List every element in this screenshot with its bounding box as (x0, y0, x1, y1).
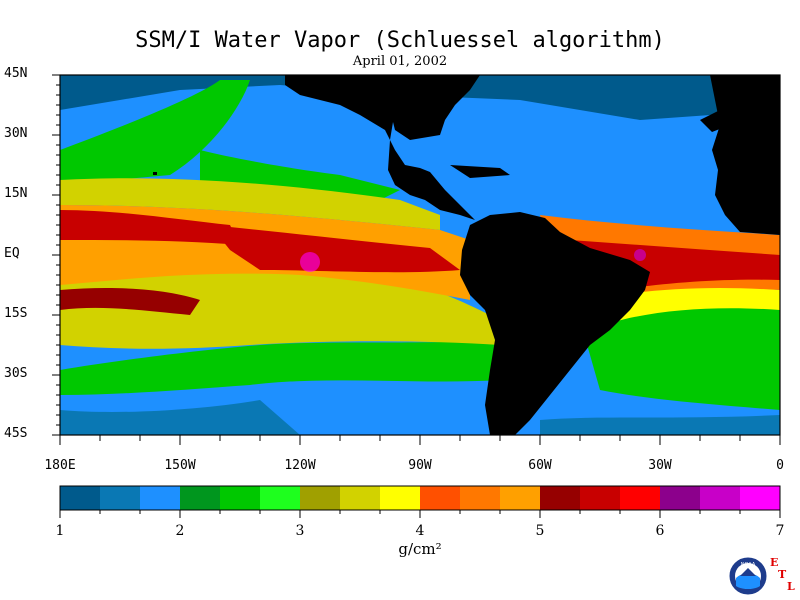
colorbar-tick-label: 6 (655, 523, 665, 539)
colorbar-segment (340, 486, 381, 510)
etl-letter-t: T (778, 568, 787, 581)
colorbar-segment (460, 486, 501, 510)
noaa-logo: NOAA (728, 556, 768, 596)
etl-letter-e: E (770, 556, 779, 569)
lon-label: 60W (528, 458, 552, 473)
water-vapor-field (60, 75, 780, 435)
colorbar-tick-label: 7 (775, 523, 785, 539)
colorbar-segment (700, 486, 741, 510)
north-green-band (60, 80, 250, 185)
colorbar-segment (260, 486, 301, 510)
lon-label: 150W (164, 458, 196, 473)
lat-label: 15N (4, 186, 28, 201)
map-date: April 01, 2002 (352, 54, 448, 69)
colorbar-segment (500, 486, 541, 510)
colorbar-tick-label: 3 (295, 523, 305, 539)
lat-label: 45S (4, 426, 28, 441)
lon-label: 180E (44, 458, 76, 473)
lat-label: 45N (4, 66, 28, 81)
units-label: g/cm² (398, 540, 442, 558)
south-green-band (60, 340, 500, 395)
colorbar (59, 485, 781, 511)
south-america-land (460, 212, 650, 435)
etl-letter-l: L (787, 580, 795, 593)
itcz-red-core (60, 210, 240, 245)
colorbar-segment (620, 486, 661, 510)
colorbar-segment (60, 486, 101, 510)
colorbar-segment (540, 486, 581, 510)
lat-label: 15S (4, 306, 28, 321)
north-yellow-band (60, 178, 440, 230)
colorbar-segment (300, 486, 341, 510)
colorbar-segment (140, 486, 181, 510)
lat-label: EQ (4, 246, 20, 261)
colorbar-segment (420, 486, 461, 510)
svg-text:NOAA: NOAA (741, 562, 756, 568)
colorbar-tick-label: 5 (535, 523, 545, 539)
lon-label: 90W (408, 458, 432, 473)
lat-label: 30N (4, 126, 28, 141)
colorbar-segment (380, 486, 421, 510)
lat-label: 30S (4, 366, 28, 381)
colorbar-tick-label: 2 (175, 523, 185, 539)
colorbar-segment (100, 486, 141, 510)
lon-label: 30W (648, 458, 672, 473)
africa-land (710, 75, 780, 235)
lon-label: 0 (776, 458, 784, 473)
north-america-land (285, 75, 475, 220)
colorbar-segment (220, 486, 261, 510)
caribbean-islands (450, 165, 510, 178)
colorbar-segment (660, 486, 701, 510)
colorbar-tick-label: 1 (55, 523, 65, 539)
colorbar-tick-label: 4 (415, 523, 425, 539)
map-title: SSM/I Water Vapor (Schluessel algorithm) (135, 28, 665, 53)
colorbar-segment (180, 486, 221, 510)
colorbar-segment (740, 486, 781, 510)
colorbar-segment (580, 486, 621, 510)
lon-label: 120W (284, 458, 316, 473)
